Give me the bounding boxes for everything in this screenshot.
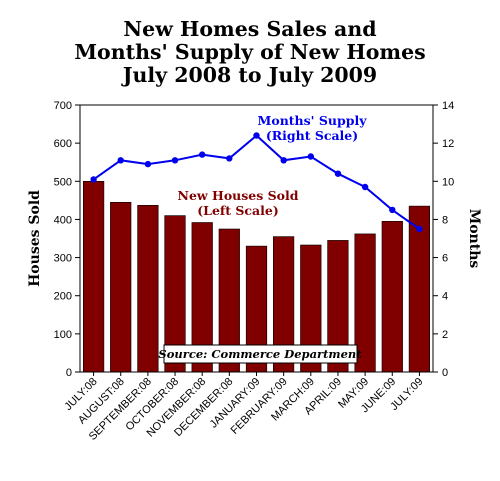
supply-point-2 [144,160,152,168]
supply-point-6 [253,132,260,139]
supply-point-7 [280,157,287,164]
title-line-1: New Homes Sales and [123,17,377,41]
y-tick-label-6: 600 [54,138,72,150]
y-tick-label-2: 200 [54,291,72,303]
bar-11 [381,221,403,373]
title-line-3: July 2008 to July 2009 [122,63,378,87]
y2-tick-label-3: 6 [442,253,448,265]
bar-2 [137,205,159,373]
y-axis-title: Houses Sold [27,190,43,287]
supply-point-4 [199,151,206,158]
y2-tick-label-1: 2 [442,329,448,341]
y-tick-label-0: 0 [66,367,72,379]
bar-0 [83,181,105,373]
y-tick-label-3: 300 [54,253,72,265]
supply-point-1 [117,157,124,164]
source-box [163,344,358,364]
supply-point-8 [307,153,314,160]
source-note: Source: Commerce Department [158,347,362,361]
y-tick-label-4: 400 [54,214,72,226]
supply-annotation-line-2: (Right Scale) [266,128,358,143]
sales-annotation-line-2: (Left Scale) [197,203,279,218]
y-tick-label-1: 100 [54,329,72,341]
supply-point-3 [171,157,179,164]
supply-point-10 [361,183,369,191]
y2-tick-label-6: 12 [442,138,454,150]
title-line-2: Months' Supply of New Homes [74,40,426,64]
y2-tick-label-7: 14 [442,100,454,112]
y2-axis-title: Months [466,209,482,269]
supply-point-12 [416,225,423,233]
bar-1 [110,202,132,373]
supply-point-9 [334,170,342,177]
y2-tick-label-0: 0 [442,367,448,379]
supply-point-0 [90,176,97,183]
supply-point-5 [226,155,233,162]
sales-annotation-line-1: New Houses Sold [178,188,299,203]
y2-tick-label-2: 4 [442,291,448,303]
chart-title: New Homes Sales and Months' Supply of Ne… [0,18,500,87]
y-tick-label-5: 500 [54,176,72,188]
y2-tick-label-4: 8 [442,214,448,226]
supply-point-11 [389,206,396,214]
y2-tick-label-5: 10 [442,176,454,188]
supply-annotation-line-1: Months' Supply [258,113,368,128]
y-tick-label-7: 700 [54,100,72,112]
